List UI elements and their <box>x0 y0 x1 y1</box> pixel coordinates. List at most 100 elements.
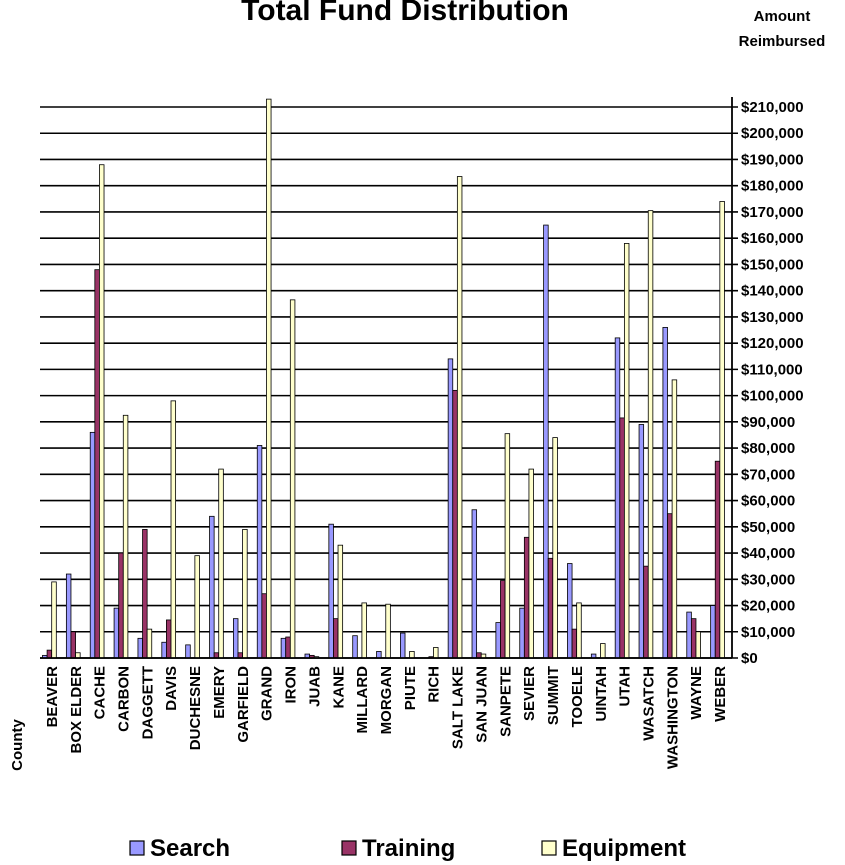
bar-equipment-garfield <box>242 529 248 659</box>
x-tick-label: WAYNE <box>688 666 705 720</box>
x-tick-label: EMERY <box>211 666 228 719</box>
bar-equipment-kane <box>337 544 344 659</box>
bar-equipment-uintah <box>600 643 606 659</box>
y-tick-label: $20,000 <box>741 598 795 615</box>
bar-search-box-elder <box>65 573 72 659</box>
bar-training-wasatch <box>643 565 649 659</box>
x-category-labels: BEAVER BOX ELDER CACHE CARBON DAGGETT DAVIS DU… <box>44 666 729 769</box>
y-tick-label: $80,000 <box>741 440 795 457</box>
bar-search-millard <box>352 635 358 659</box>
y-tick-label: $140,000 <box>741 283 804 300</box>
bar-search-carbon <box>113 607 120 659</box>
y-tick-labels: $0 $10,000 $20,000 $30,000 $40,000 $50,000 $60… <box>741 99 804 667</box>
bar-equipment-morgan <box>385 603 391 659</box>
bar-equipment-wasatch <box>647 210 654 659</box>
x-tick-label: JUAB <box>306 666 323 707</box>
axes <box>40 97 733 659</box>
bar-search-wayne <box>686 611 692 659</box>
legend-swatch-training <box>341 840 357 856</box>
y-tick-label: $60,000 <box>741 493 795 510</box>
bar-training-carbon <box>118 552 124 659</box>
legend-swatch-search <box>129 840 145 856</box>
bar-training-tooele <box>571 628 578 659</box>
y-tick-label: $90,000 <box>741 414 795 431</box>
y-tick-label: $120,000 <box>741 335 804 352</box>
y-tick-label: $190,000 <box>741 151 804 168</box>
bar-search-garfield <box>232 618 239 659</box>
x-tick-label: CACHE <box>92 666 109 719</box>
bar-search-emery <box>209 515 215 659</box>
bar-training-salt-lake <box>452 389 458 659</box>
y-tick-label: $210,000 <box>741 99 804 116</box>
bar-equipment-cache <box>99 164 105 659</box>
x-tick-label: GARFIELD <box>235 666 252 743</box>
bar-equipment-weber <box>719 201 725 659</box>
legend-label-equipment: Equipment <box>562 835 686 862</box>
y-tick-label: $130,000 <box>741 309 804 326</box>
bar-search-piute <box>400 632 406 659</box>
bar-equipment-davis <box>170 400 177 659</box>
bar-equipment-duchesne <box>194 555 200 659</box>
bar-search-utah <box>614 337 621 659</box>
y-tick-label: $180,000 <box>741 178 804 195</box>
x-tick-label: CARBON <box>116 666 133 732</box>
x-tick-label: BEAVER <box>44 666 61 728</box>
legend-label-training: Training <box>362 835 455 862</box>
x-tick-label: WEBER <box>712 666 729 722</box>
x-tick-label: RICH <box>426 666 443 703</box>
bar-training-davis <box>166 619 172 659</box>
x-tick-label: UTAH <box>617 666 634 707</box>
x-tick-label: MORGAN <box>378 666 395 734</box>
bar-equipment-carbon <box>122 414 129 659</box>
bar-equipment-piute <box>409 651 415 659</box>
bar-equipment-utah <box>623 243 630 659</box>
bar-equipment-wayne <box>695 631 701 659</box>
y-tick-label: $0 <box>741 650 758 667</box>
bar-training-washington <box>667 513 673 659</box>
x-tick-label: KANE <box>330 666 347 709</box>
bar-training-summit <box>547 557 554 659</box>
x-tick-label: SAN JUAN <box>473 666 490 743</box>
y-tick-label: $30,000 <box>741 571 795 588</box>
x-tick-label: DAVIS <box>163 666 180 711</box>
bar-equipment-salt-lake <box>456 176 463 659</box>
legend: Search Training Equipment <box>129 835 686 862</box>
x-tick-label: DAGGETT <box>139 666 156 739</box>
x-tick-label: SANPETE <box>497 666 514 737</box>
bar-training-sevier <box>523 536 530 659</box>
y-tick-label: $10,000 <box>741 624 795 641</box>
y-tick-label: $150,000 <box>741 256 804 273</box>
legend-label-search: Search <box>150 835 230 862</box>
bar-equipment-beaver <box>51 581 57 659</box>
bar-equipment-sevier <box>528 468 534 659</box>
y-tick-label: $110,000 <box>741 361 803 378</box>
bar-training-cache <box>94 269 100 659</box>
bar-search-tooele <box>567 563 573 659</box>
x-tick-label: IRON <box>283 666 300 704</box>
bar-search-summit <box>543 224 549 659</box>
bar-training-daggett <box>142 529 148 659</box>
bar-search-daggett <box>137 637 143 659</box>
bar-search-morgan <box>376 651 382 659</box>
bar-search-wasatch <box>638 424 645 659</box>
x-tick-label: SUMMIT <box>545 666 562 725</box>
bar-training-weber <box>714 460 721 659</box>
bar-equipment-daggett <box>146 628 153 659</box>
bar-training-beaver <box>46 649 53 659</box>
y-tick-label: $170,000 <box>741 204 804 221</box>
bar-training-box-elder <box>70 631 76 659</box>
y-axis-label-line-2: Reimbursed <box>739 33 826 50</box>
y-axis-label-line-1: Amount <box>754 8 811 25</box>
bar-search-cache <box>89 431 96 659</box>
bar-search-washington <box>662 326 668 659</box>
bar-equipment-tooele <box>576 602 582 659</box>
x-tick-label: MILLARD <box>354 666 371 734</box>
y-tick-label: $70,000 <box>741 466 795 483</box>
bar-search-sanpete <box>495 622 501 659</box>
gridlines <box>40 106 738 659</box>
x-tick-label: PIUTE <box>402 666 419 710</box>
x-tick-label: SALT LAKE <box>450 666 467 749</box>
bar-search-duchesne <box>185 644 191 659</box>
y-tick-label: $160,000 <box>741 230 804 247</box>
bar-equipment-grand <box>266 98 272 659</box>
